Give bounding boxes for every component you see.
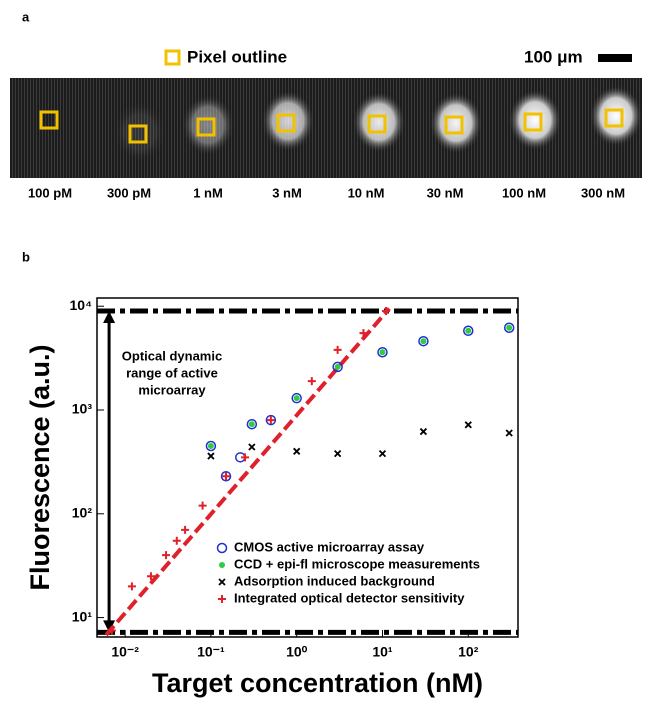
x-tick-label: 10² bbox=[458, 644, 479, 660]
arrow-head bbox=[103, 310, 116, 323]
point bbox=[382, 306, 391, 315]
y-axis-title: Fluorescence (a.u.) bbox=[25, 344, 55, 590]
concentration-label: 300 nM bbox=[581, 185, 625, 200]
plot-frame bbox=[96, 297, 519, 638]
point bbox=[506, 324, 513, 331]
point bbox=[465, 327, 472, 334]
y-tick-label: 10³ bbox=[72, 401, 93, 417]
legend-label: Adsorption induced background bbox=[234, 573, 435, 588]
legend-label: CCD + epi-fl microscope measurements bbox=[234, 556, 480, 571]
image-strip: 100 pM 300 pM 1 nM 3 nM 10 nM 30 nM 100 nM 300 … bbox=[10, 78, 642, 200]
point bbox=[265, 414, 277, 426]
point bbox=[333, 449, 342, 458]
point bbox=[332, 361, 343, 373]
pixel-outline bbox=[39, 110, 59, 130]
annotation: range of active bbox=[126, 365, 218, 380]
legend-text: Pixel outline bbox=[187, 47, 287, 66]
point bbox=[246, 418, 258, 430]
point bbox=[377, 347, 388, 358]
point bbox=[248, 443, 256, 451]
point bbox=[248, 421, 255, 428]
spot bbox=[590, 86, 642, 146]
point bbox=[293, 395, 300, 402]
point bbox=[293, 447, 301, 455]
pixel-outline bbox=[128, 124, 148, 144]
y-tick-label: 10² bbox=[72, 504, 93, 520]
spot bbox=[353, 92, 405, 152]
pixel-outline bbox=[523, 112, 543, 132]
point bbox=[379, 349, 386, 356]
point bbox=[505, 429, 513, 437]
scale-bar bbox=[598, 54, 632, 62]
pixel-outline bbox=[276, 113, 296, 133]
point bbox=[198, 501, 207, 510]
legend-label: CMOS active microarray assay bbox=[234, 539, 425, 554]
spot bbox=[262, 91, 314, 151]
concentration-label: 3 nM bbox=[272, 185, 302, 200]
annotation: Optical dynamic bbox=[122, 348, 222, 363]
x-tick-label: 10⁰ bbox=[286, 644, 308, 660]
point bbox=[419, 427, 428, 436]
point bbox=[420, 338, 427, 345]
x-tick-label: 10⁻² bbox=[111, 644, 139, 660]
point bbox=[266, 416, 275, 425]
panel-label: b bbox=[22, 249, 30, 264]
concentration-label: 100 pM bbox=[28, 185, 72, 200]
point bbox=[464, 421, 472, 429]
point bbox=[127, 582, 136, 591]
legend-marker bbox=[219, 562, 225, 568]
x-tick-label: 10⁻¹ bbox=[197, 644, 225, 660]
point bbox=[334, 363, 341, 370]
point bbox=[222, 472, 231, 481]
y-tick-label: 10¹ bbox=[72, 608, 93, 624]
pixel-outline bbox=[367, 114, 387, 134]
point bbox=[418, 335, 429, 347]
point bbox=[241, 453, 250, 462]
arrow-head bbox=[103, 620, 116, 633]
concentration-label: 1 nM bbox=[193, 185, 223, 200]
legend-marker bbox=[164, 49, 181, 66]
panel-label: a bbox=[22, 9, 30, 24]
point bbox=[359, 329, 368, 338]
fit-line bbox=[104, 307, 391, 637]
legend-marker bbox=[216, 542, 228, 554]
spot bbox=[114, 102, 166, 162]
point bbox=[172, 536, 181, 545]
point bbox=[146, 572, 155, 581]
point bbox=[207, 442, 214, 449]
x-axis-title: Target concentration (nM) bbox=[152, 668, 483, 698]
legend-marker bbox=[218, 595, 226, 603]
pixel-outline bbox=[196, 117, 216, 137]
pixel-outline bbox=[444, 115, 464, 135]
point bbox=[207, 452, 215, 460]
point bbox=[333, 345, 342, 354]
x-tick-label: 10¹ bbox=[372, 644, 393, 660]
concentration-label: 10 nM bbox=[348, 185, 385, 200]
point bbox=[181, 525, 190, 534]
point bbox=[205, 440, 217, 452]
concentration-label: 100 nM bbox=[502, 185, 546, 200]
point bbox=[107, 626, 116, 635]
legend-marker bbox=[218, 578, 226, 586]
spot bbox=[430, 93, 482, 153]
scale-bar-label: 100 μm bbox=[524, 47, 583, 66]
concentration-label: 30 nM bbox=[427, 185, 464, 200]
chart: b 10⁻² 10⁻¹ 10⁰ 10¹ 10² 10¹ 10² 10³ 10⁴ Target con… bbox=[22, 249, 519, 698]
point bbox=[463, 325, 474, 337]
point bbox=[378, 449, 387, 458]
concentration-label: 300 pM bbox=[107, 185, 151, 200]
annotation: microarray bbox=[138, 382, 206, 397]
spot bbox=[509, 90, 561, 150]
legend-label: Integrated optical detector sensitivity bbox=[234, 590, 465, 605]
point bbox=[291, 392, 302, 404]
pixel-outline bbox=[604, 108, 624, 128]
point bbox=[503, 322, 515, 334]
y-tick-label: 10⁴ bbox=[70, 297, 93, 313]
point bbox=[220, 471, 232, 482]
point bbox=[162, 551, 171, 560]
spot bbox=[182, 95, 234, 155]
point bbox=[307, 377, 316, 386]
